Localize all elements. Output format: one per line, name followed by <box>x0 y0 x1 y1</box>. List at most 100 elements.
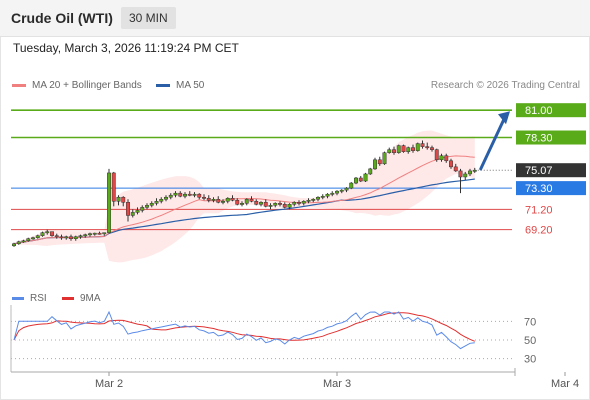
candle <box>121 196 126 203</box>
candle <box>54 235 59 238</box>
candle <box>420 143 425 147</box>
rsi-line <box>13 310 475 350</box>
candle <box>154 201 159 204</box>
candle <box>320 195 325 198</box>
candle <box>282 204 287 208</box>
candle <box>392 149 396 153</box>
candle <box>73 236 78 239</box>
candle <box>183 193 187 197</box>
level-tag-2 <box>516 181 586 196</box>
candle <box>83 234 88 237</box>
candle <box>287 204 292 208</box>
candle <box>221 201 225 203</box>
candle <box>354 177 358 184</box>
candle <box>415 143 420 151</box>
candle <box>387 149 392 153</box>
candle <box>31 237 35 240</box>
legend-rsi-swatch <box>12 296 24 300</box>
candle <box>401 145 406 152</box>
level-label-2: 73.30 <box>525 183 553 195</box>
level-tag-1 <box>516 130 586 145</box>
candle <box>126 202 130 216</box>
candle <box>434 149 439 161</box>
candle <box>463 173 468 178</box>
header-bar: Crude Oil (WTI) 30 MIN <box>0 0 590 37</box>
legend-ma20-label: MA 20 + Bollinger Bands <box>32 80 142 91</box>
ma20-line <box>13 155 475 245</box>
candle <box>135 210 140 213</box>
rsi-tick-label: 30 <box>524 354 536 366</box>
legend-ma50-label: MA 50 <box>176 80 205 91</box>
datetime-label: Tuesday, March 3, 2026 11:19:24 PM CET <box>13 41 239 55</box>
candle <box>373 159 377 170</box>
candle <box>244 198 249 204</box>
candle <box>159 198 164 202</box>
candle <box>377 159 382 165</box>
candle <box>202 196 206 199</box>
legend-rsi-ma: 9MA <box>62 293 101 304</box>
legend-rsi: RSI <box>12 293 47 304</box>
candle <box>35 235 40 238</box>
timeframe-badge[interactable]: 30 MIN <box>121 7 176 29</box>
candle <box>254 201 259 205</box>
candle <box>396 145 401 153</box>
candle <box>430 147 434 150</box>
candle <box>439 155 444 161</box>
level-label-3: 71.20 <box>525 204 553 216</box>
candle <box>235 200 240 205</box>
rsi-tick-label: 50 <box>524 335 536 347</box>
candle <box>168 194 173 198</box>
candle <box>259 202 263 205</box>
candle <box>249 198 254 202</box>
candle <box>88 233 92 236</box>
x-axis-tick-label: Mar 2 <box>95 378 123 390</box>
candle <box>363 173 368 182</box>
candle <box>145 205 149 208</box>
legend-ma50: MA 50 <box>156 80 204 92</box>
candle <box>69 236 73 239</box>
level-label-4: 69.20 <box>525 225 553 237</box>
legend-rsi-ma-swatch <box>62 296 74 300</box>
instrument-title: Crude Oil (WTI) <box>11 10 113 26</box>
candle <box>325 193 330 197</box>
legend-ma50-swatch <box>156 83 170 87</box>
candle <box>425 146 430 149</box>
legend-ma20-swatch <box>12 83 26 87</box>
candle <box>16 241 21 245</box>
current-price-tag <box>516 163 586 178</box>
candle <box>206 197 211 201</box>
candle <box>40 232 45 236</box>
candle <box>211 198 216 201</box>
candle <box>216 198 221 203</box>
candle <box>12 243 16 247</box>
x-axis-tick-label: Mar 4 <box>551 378 579 390</box>
candle <box>178 192 183 197</box>
candle <box>273 203 278 206</box>
candle <box>311 198 316 201</box>
level-label-0: 81.00 <box>525 105 553 117</box>
level-label-1: 78.30 <box>525 133 553 145</box>
candle <box>102 232 107 235</box>
candle <box>111 172 116 202</box>
candle <box>26 238 31 241</box>
candle <box>468 170 472 175</box>
candle <box>382 152 387 165</box>
candle <box>149 203 154 206</box>
level-tag-0 <box>516 103 586 118</box>
candle <box>406 147 411 152</box>
candle <box>21 240 26 243</box>
candle <box>449 160 453 168</box>
candle <box>335 190 339 194</box>
candle <box>78 235 83 238</box>
forecast-arrow-shaft <box>479 117 506 171</box>
candle <box>59 236 64 239</box>
legend-rsi-label: RSI <box>30 293 47 304</box>
candle <box>197 193 202 198</box>
candle <box>278 203 282 205</box>
candle <box>107 172 111 233</box>
candle <box>297 202 301 204</box>
candle <box>230 197 235 201</box>
candle <box>349 182 354 189</box>
candle <box>458 170 463 178</box>
candle <box>301 201 306 204</box>
